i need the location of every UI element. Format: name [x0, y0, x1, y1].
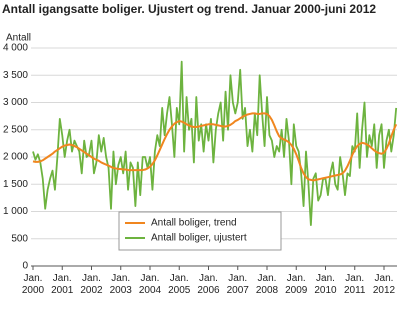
x-tick-label: Jan. 2002	[80, 273, 103, 296]
y-tick-label: 1 500	[3, 179, 28, 190]
y-tick-label: 2 000	[3, 152, 28, 163]
series-line	[32, 60, 398, 227]
y-tick-label: 4 000	[3, 43, 28, 54]
x-tick-label: Jan. 2008	[256, 273, 279, 296]
x-tick-label: Jan. 2001	[51, 273, 74, 296]
x-tick-label: Jan. 2005	[168, 273, 191, 296]
y-tick-label: 3 500	[3, 70, 28, 81]
y-tick-label: 3 000	[3, 97, 28, 108]
legend-box	[118, 211, 282, 251]
legend-label: Antall boliger, trend	[151, 218, 237, 229]
x-tick-label: Jan. 2009	[285, 273, 308, 296]
x-tick-label: Jan. 2011	[344, 273, 366, 296]
series-line	[32, 112, 398, 182]
y-axis-label: Antall	[6, 33, 31, 44]
y-tick-label: 500	[11, 233, 28, 244]
x-tick-label: Jan. 2010	[314, 273, 337, 296]
x-tick-label: Jan. 2007	[227, 273, 250, 296]
y-tick-label: 0	[22, 261, 28, 272]
x-tick-label: Jan. 2000	[22, 273, 45, 296]
x-tick-label: Jan. 2012	[373, 273, 396, 296]
x-tick-label: Jan. 2006	[197, 273, 220, 296]
x-tick-label: Jan. 2003	[110, 273, 133, 296]
x-tick-label: Jan. 2004	[139, 273, 162, 296]
chart-title: Antall igangsatte boliger. Ujustert og t…	[2, 2, 376, 16]
y-tick-label: 2 500	[3, 124, 28, 135]
legend-label: Antall boliger, ujustert	[151, 233, 247, 244]
y-tick-label: 1 000	[3, 206, 28, 217]
